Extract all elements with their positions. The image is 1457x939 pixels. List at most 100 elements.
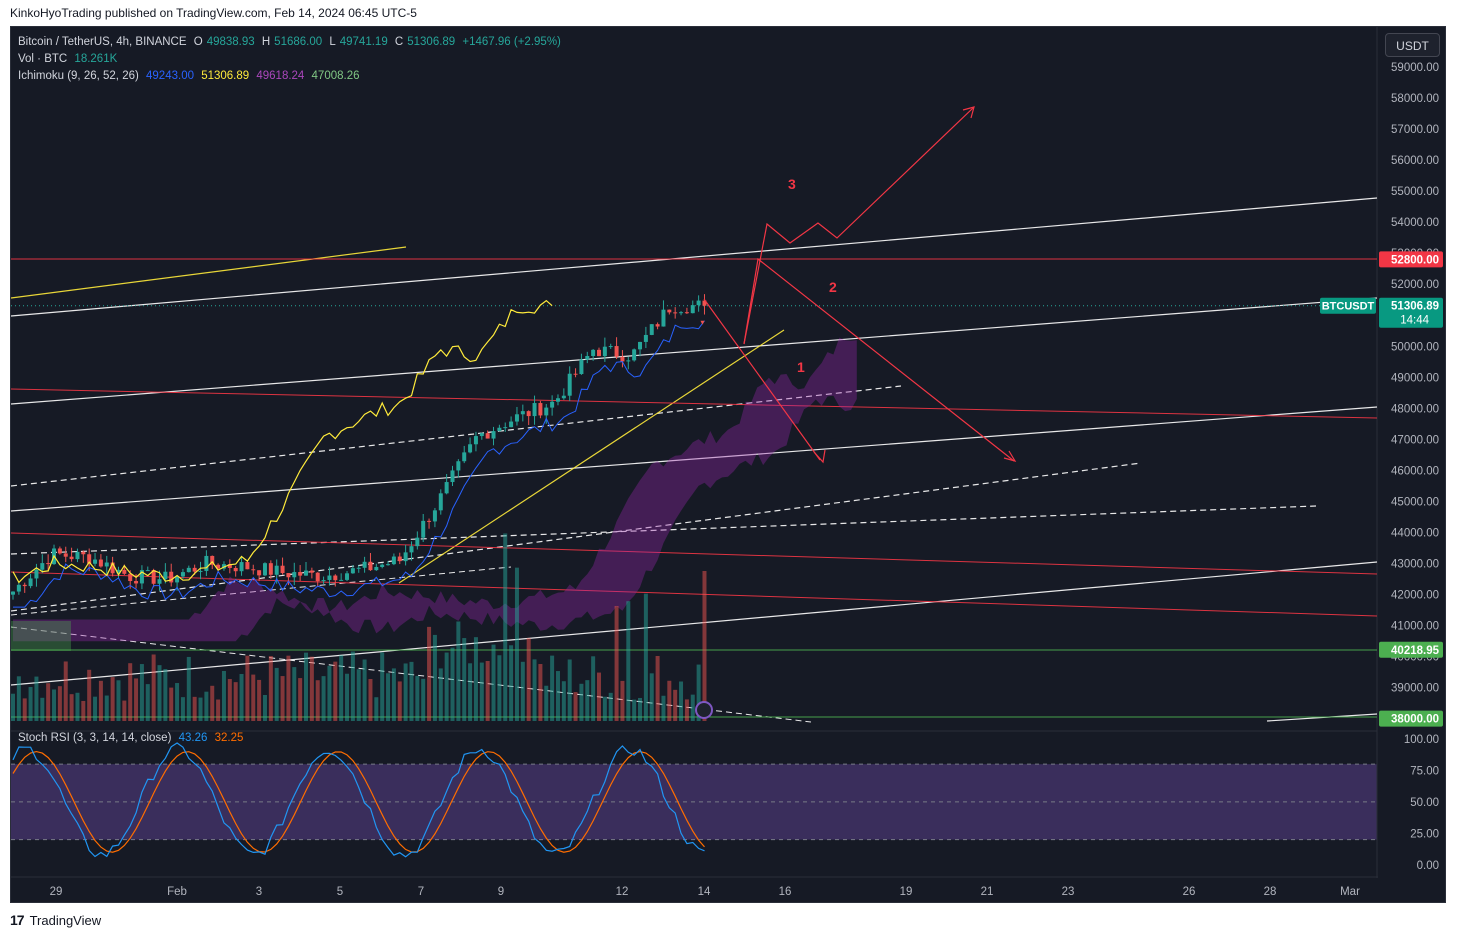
volume-label: Vol · BTC	[18, 53, 68, 65]
volume-bar	[462, 638, 467, 721]
candle-body	[585, 356, 590, 360]
volume-bar	[34, 676, 39, 721]
volume-bar	[473, 637, 478, 721]
candle-body	[567, 373, 572, 396]
candle-body	[93, 559, 98, 564]
wave-label-2: 2	[829, 279, 837, 295]
volume-bar	[550, 655, 555, 721]
time-tick-label: 9	[498, 886, 504, 898]
price-tag-countdown: 14:44	[1400, 315, 1429, 327]
price-tick-label: 49000.00	[1391, 372, 1439, 384]
trend-line-0	[11, 197, 1378, 317]
candle-body	[69, 556, 74, 560]
candle-body	[87, 554, 92, 564]
volume-bar	[368, 678, 373, 721]
footer-brand: TradingView	[29, 912, 102, 928]
volume-bar	[427, 626, 432, 721]
volume-bar	[327, 665, 332, 721]
time-tick-label: 3	[256, 886, 262, 898]
volume-bar	[292, 667, 297, 721]
price-tick-label: 48000.00	[1391, 403, 1439, 415]
price-tag	[1379, 641, 1443, 658]
volume-bar	[221, 670, 226, 721]
volume-bar	[192, 696, 197, 721]
trend-line-7	[11, 505, 1317, 555]
price-tick-label: 57000.00	[1391, 124, 1439, 136]
candle-body	[216, 564, 221, 569]
candle-body	[292, 572, 297, 578]
volume-bar	[104, 695, 109, 721]
candle-body	[608, 346, 613, 348]
candle-body	[251, 569, 256, 571]
candle-body	[169, 571, 174, 583]
candle-body	[46, 563, 51, 565]
volume-bar	[28, 687, 33, 721]
stoch-d-value: 32.25	[214, 732, 244, 744]
price-tag	[1379, 710, 1443, 727]
volume-bar	[432, 634, 437, 721]
stoch-k-line	[12, 742, 705, 858]
candle-body	[673, 312, 678, 314]
time-tick-label: 12	[616, 886, 629, 898]
candle-body	[315, 572, 320, 582]
volume-bar	[679, 681, 684, 721]
candle-body	[304, 570, 308, 576]
candle-body	[75, 551, 80, 560]
candle-body	[110, 562, 115, 574]
candle-body	[233, 567, 238, 572]
symbol-name: Bitcoin / TetherUS, 4h, BINANCE	[18, 36, 187, 48]
stoch-d-line	[12, 750, 705, 853]
candle-body	[409, 546, 414, 553]
candle-body	[643, 334, 648, 342]
volume-bar	[210, 685, 215, 721]
trend-line-10	[11, 246, 407, 299]
candle-body	[104, 562, 109, 567]
currency-button[interactable]: USDT	[1385, 33, 1440, 57]
volume-bar	[198, 697, 203, 721]
candle-body	[550, 401, 555, 408]
time-tick-label: 5	[337, 886, 343, 898]
price-tag-label: 40218.95	[1391, 645, 1440, 657]
candle-body	[57, 548, 62, 554]
volume-bar	[684, 699, 689, 721]
volume-bar	[345, 673, 350, 721]
candle-body	[479, 433, 484, 437]
candle-body	[661, 309, 666, 327]
trend-line-13	[11, 532, 1378, 575]
candle-body	[356, 567, 361, 569]
kumo-cloud-green	[11, 621, 71, 651]
candle-body	[386, 564, 391, 566]
candle-body	[667, 309, 672, 313]
volume-bar	[268, 656, 273, 721]
open-label: O	[193, 36, 203, 48]
candle-body	[257, 570, 262, 576]
price-tick-label: 39000.00	[1391, 683, 1439, 695]
volume-bar	[339, 655, 344, 721]
candle-body	[491, 431, 496, 439]
price-tag	[1379, 251, 1443, 268]
volume-bar	[157, 665, 162, 721]
candle-body	[309, 570, 314, 573]
volume-bar	[391, 668, 396, 721]
volume-bar	[151, 654, 156, 721]
stoch-legend: Stoch RSI (3, 3, 14, 14, close) 43.26 32…	[18, 732, 247, 744]
price-tick-label: 52000.00	[1391, 279, 1439, 291]
price-tag-label: 51306.89	[1391, 301, 1439, 313]
volume-bar	[661, 695, 666, 721]
candle-body	[280, 565, 285, 574]
candle-body	[497, 427, 502, 432]
price-tick-label: 44000.00	[1391, 527, 1439, 539]
volume-bar	[702, 571, 707, 721]
volume-bar	[667, 680, 672, 721]
stoch-label: Stoch RSI (3, 3, 14, 14, close)	[18, 732, 172, 744]
symbol-tag-label: BTCUSDT	[1322, 301, 1375, 313]
volume-bar	[57, 686, 62, 721]
candle-body	[561, 395, 566, 399]
volume-bar	[532, 659, 537, 721]
candle-body	[485, 433, 490, 439]
volume-bar	[626, 601, 631, 721]
marker-icon	[700, 320, 705, 325]
chart-svg[interactable]: 123 59000.0058000.0057000.0056000.005500…	[11, 27, 1446, 903]
arrowhead-icon	[962, 106, 975, 119]
